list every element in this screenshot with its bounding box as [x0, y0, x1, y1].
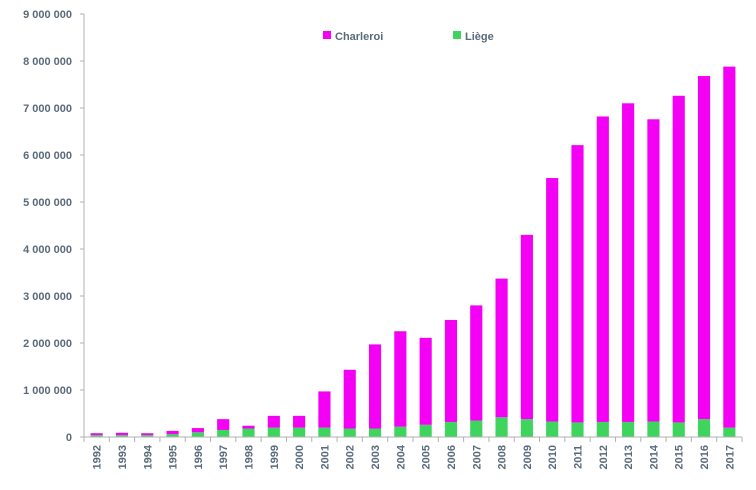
x-tick-label: 2010 [547, 445, 559, 469]
bar-lige-2009 [520, 419, 533, 437]
y-tick-label: 5 000 000 [23, 197, 72, 209]
bar-lige-2005 [419, 424, 432, 437]
x-tick-label: 2007 [471, 445, 483, 469]
x-tick-label: 1992 [92, 445, 104, 469]
bar-charleroi-1996 [191, 428, 204, 433]
bar-lige-1995 [166, 434, 179, 437]
y-tick-label: 6 000 000 [23, 150, 72, 162]
bar-charleroi-2016 [697, 76, 711, 420]
bar-charleroi-1995 [166, 430, 179, 435]
x-tick-label: 2001 [319, 445, 331, 469]
bars [90, 66, 736, 437]
bar-charleroi-2017 [723, 66, 736, 428]
bar-charleroi-2001 [318, 391, 331, 428]
y-tick-label: 3 000 000 [23, 291, 72, 303]
legend-swatch-liege [453, 31, 461, 39]
legend-swatch-charleroi [323, 31, 331, 39]
y-tick-label: 1 000 000 [23, 385, 72, 397]
bar-charleroi-2010 [546, 178, 559, 422]
bar-charleroi-1992 [90, 433, 103, 436]
bar-lige-1998 [242, 428, 255, 437]
x-tick-label: 2014 [648, 444, 660, 469]
bar-charleroi-2003 [368, 344, 382, 429]
y-tick-label: 0 [66, 432, 72, 444]
x-tick-label: 2003 [370, 445, 382, 469]
bar-lige-2003 [368, 428, 382, 437]
bar-charleroi-2014 [647, 119, 660, 422]
x-tick-label: 2002 [345, 445, 357, 469]
bar-lige-2015 [672, 422, 685, 437]
bar-lige-2006 [444, 421, 458, 437]
bar-charleroi-2015 [672, 95, 685, 423]
x-tick-label: 2017 [724, 445, 736, 469]
bar-charleroi-1998 [242, 425, 255, 429]
bar-lige-2016 [697, 419, 711, 437]
bar-lige-2002 [343, 428, 356, 437]
bar-charleroi-2008 [495, 278, 508, 418]
bar-charleroi-2006 [444, 319, 458, 422]
bar-lige-2007 [470, 420, 483, 437]
y-axis: 0 1 000 000 2 000 000 3 000 000 4 000 000 5 0… [23, 9, 85, 444]
y-tick-label: 7 000 000 [23, 103, 72, 115]
bar-lige-2012 [596, 421, 609, 437]
bar-charleroi-2013 [622, 103, 635, 422]
x-tick-label: 1997 [218, 445, 230, 469]
x-tick-label: 1998 [244, 445, 256, 469]
bar-lige-2010 [546, 421, 559, 437]
bar-lige-1999 [267, 427, 280, 437]
bar-charleroi-2009 [520, 234, 533, 420]
y-tick-label: 2 000 000 [23, 338, 72, 350]
bar-charleroi-2005 [419, 337, 432, 425]
bar-lige-2017 [723, 427, 736, 437]
bar-charleroi-1997 [217, 419, 230, 430]
bar-lige-2014 [647, 421, 660, 437]
x-tick-label: 2013 [623, 445, 635, 469]
x-tick-label: 1993 [117, 445, 129, 469]
x-tick-label: 2016 [699, 445, 711, 469]
x-tick-label: 2015 [674, 445, 686, 469]
x-tick-label: 2005 [421, 445, 433, 469]
bar-lige-2013 [622, 421, 635, 437]
bar-lige-2008 [495, 417, 508, 437]
x-tick-label: 2006 [446, 445, 458, 469]
x-tick-label: 2009 [522, 445, 534, 469]
x-tick-label: 2012 [598, 445, 610, 469]
bar-lige-1994 [141, 435, 154, 437]
bar-lige-2000 [293, 427, 306, 437]
bar-charleroi-2000 [293, 415, 306, 428]
bar-lige-2011 [571, 422, 584, 437]
bar-lige-2004 [394, 426, 407, 437]
bar-lige-1997 [217, 429, 230, 437]
bar-lige-1996 [191, 432, 204, 437]
x-tick-label: 1995 [168, 445, 180, 469]
y-tick-label: 9 000 000 [23, 9, 72, 21]
x-tick-label: 2011 [573, 445, 585, 469]
x-tick-label: 1994 [142, 444, 154, 469]
x-tick-label: 1996 [193, 445, 205, 469]
bar-lige-2001 [318, 427, 331, 437]
legend: Charleroi Liège [323, 31, 494, 43]
legend-label-charleroi: Charleroi [335, 31, 383, 43]
x-axis: 1992 1993 1994 1995 1996 1997 1998 1999 2000 2001… [83, 436, 743, 469]
bar-charleroi-2012 [596, 116, 609, 422]
x-tick-label: 2004 [395, 444, 407, 469]
bar-lige-1993 [115, 435, 129, 437]
bar-charleroi-2007 [470, 305, 483, 421]
bar-charleroi-1994 [141, 433, 154, 436]
bar-charleroi-2004 [394, 331, 407, 427]
x-tick-label: 2000 [294, 445, 306, 469]
x-tick-label: 2008 [497, 445, 509, 469]
x-tick-label: 1999 [269, 445, 281, 469]
y-tick-label: 8 000 000 [23, 56, 72, 68]
legend-label-liege: Liège [465, 31, 494, 43]
bar-charleroi-2002 [343, 369, 356, 429]
bar-charleroi-1993 [115, 432, 129, 436]
bar-charleroi-1999 [267, 415, 280, 428]
bar-lige-1992 [90, 435, 103, 437]
bar-charleroi-2011 [571, 145, 584, 423]
y-tick-label: 4 000 000 [23, 244, 72, 256]
